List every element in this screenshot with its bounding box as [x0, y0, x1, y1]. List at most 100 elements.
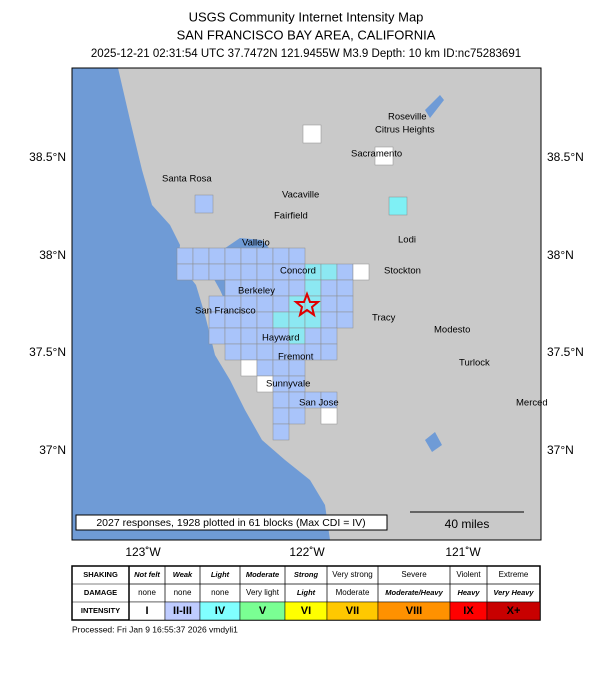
cdi-block — [352, 263, 370, 281]
city: Stockton — [384, 266, 421, 277]
city: Fairfield — [274, 211, 308, 222]
cdi-block — [208, 263, 226, 281]
lon-label: 121˚W — [445, 545, 481, 559]
city: Vacaville — [282, 190, 319, 201]
legend-damage: Very light — [246, 588, 280, 597]
lat-label: 37°N — [39, 443, 66, 457]
lat-label: 38°N — [547, 248, 574, 262]
cdi-block — [256, 311, 274, 329]
cdi-block — [336, 311, 354, 329]
cdi-block — [240, 247, 258, 265]
subtitle: SAN FRANCISCO BAY AREA, CALIFORNIA — [177, 27, 436, 42]
cdi-block — [272, 295, 290, 313]
response-note: 2027 responses, 1928 plotted in 61 block… — [96, 517, 365, 529]
cdi-block — [224, 247, 242, 265]
lat-label: 37°N — [547, 443, 574, 457]
cdi-block — [302, 124, 322, 144]
lat-labels: 38.5°N 38°N 37.5°N 37°N 38.5°N 38°N 37.5… — [29, 150, 584, 559]
city: San Jose — [299, 398, 339, 409]
legend-shaking: Violent — [456, 570, 481, 579]
legend-intensity: IX — [463, 605, 474, 617]
cdi-block — [288, 279, 306, 297]
city: Sunnyvale — [266, 379, 310, 390]
cdi-block — [320, 407, 338, 425]
city: Santa Rosa — [162, 174, 212, 185]
city: Hayward — [262, 333, 300, 344]
legend-damage: Very Heavy — [493, 588, 534, 597]
cdi-block — [288, 311, 306, 329]
cdi-block — [224, 263, 242, 281]
legend-shaking: Very strong — [332, 570, 372, 579]
cdi-block — [320, 327, 338, 345]
legend-row-header: INTENSITY — [81, 606, 120, 615]
legend-damage: none — [211, 588, 229, 597]
map-frame — [71, 67, 542, 541]
cdi-block — [272, 279, 290, 297]
footer: Processed: Fri Jan 9 16:55:37 2026 vmdyl… — [72, 624, 238, 634]
legend-row-header: DAMAGE — [84, 588, 117, 597]
cdi-block — [192, 247, 210, 265]
legend-intensity: IV — [215, 605, 226, 617]
lon-label: 122˚W — [289, 545, 325, 559]
city: Merced — [516, 398, 548, 409]
legend-damage: Light — [297, 588, 316, 597]
cdi-block — [240, 263, 258, 281]
city: Tracy — [372, 313, 396, 324]
cdi-block — [272, 247, 290, 265]
cdi-block — [320, 295, 338, 313]
cdi-block — [176, 247, 194, 265]
city: Roseville — [388, 112, 427, 123]
note-box — [75, 514, 388, 531]
cdi-block — [224, 327, 242, 345]
city-labels: Roseville Citrus Heights Sacramento Sant… — [162, 112, 548, 409]
cdi-block — [256, 343, 274, 361]
lat-label: 37.5°N — [29, 345, 66, 359]
cdi-block — [240, 359, 258, 377]
cdi-block — [288, 247, 306, 265]
ocean — [72, 68, 330, 540]
cdi-block — [272, 423, 290, 441]
cdi-block — [194, 194, 214, 214]
legend-damage: none — [138, 588, 156, 597]
city: Modesto — [434, 325, 470, 336]
intensity-swatch — [486, 601, 541, 621]
cdi-block — [288, 407, 306, 425]
epicenter — [293, 291, 321, 318]
cdi-block — [374, 146, 394, 166]
legend-intensity: VI — [301, 605, 311, 617]
legend-damage: Moderate — [336, 588, 370, 597]
lon-label: 123˚W — [125, 545, 161, 559]
title: USGS Community Internet Intensity Map — [189, 9, 424, 24]
city: Berkeley — [238, 286, 275, 297]
legend-intensity: X+ — [507, 605, 521, 617]
legend-shaking: Weak — [173, 570, 193, 579]
cdi-block — [336, 263, 354, 281]
legend-damage: none — [174, 588, 192, 597]
cdi-block — [320, 311, 338, 329]
legend-shaking: Extreme — [499, 570, 529, 579]
lat-label: 37.5°N — [547, 345, 584, 359]
cdi-block — [320, 279, 338, 297]
legend-damage: Heavy — [457, 588, 480, 597]
legend-damage: Moderate/Heavy — [385, 588, 443, 597]
city: San Francisco — [195, 306, 256, 317]
map: Roseville Citrus Heights Sacramento Sant… — [71, 67, 548, 541]
cdi-block — [256, 295, 274, 313]
city: Lodi — [398, 235, 416, 246]
lake — [425, 95, 444, 118]
city: Turlock — [459, 358, 490, 369]
cdi-block — [240, 327, 258, 345]
event-info: 2025-12-21 02:31:54 UTC 37.7472N 121.945… — [91, 48, 521, 60]
legend-intensity: II-III — [173, 605, 192, 617]
cdi-block — [304, 327, 322, 345]
cdi-block — [388, 196, 408, 216]
city: Sacramento — [351, 149, 402, 160]
cdi-block — [192, 263, 210, 281]
cdi-block — [256, 263, 274, 281]
cdi-block — [208, 327, 226, 345]
cdi-block — [272, 391, 290, 409]
lat-label: 38.5°N — [29, 150, 66, 164]
legend-shaking: Moderate — [246, 570, 279, 579]
cdi-blocks — [176, 124, 408, 441]
